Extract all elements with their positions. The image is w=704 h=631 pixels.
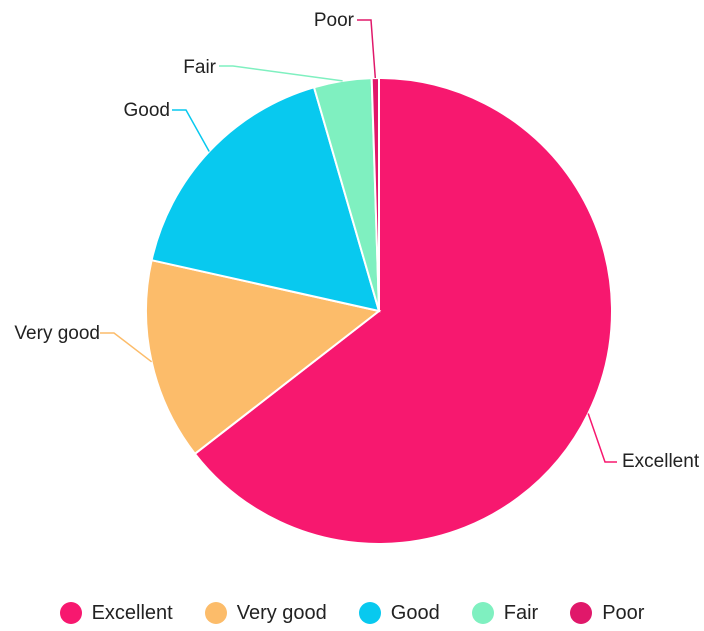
slice-label-poor: Poor xyxy=(314,10,355,31)
leader-lines xyxy=(100,19,617,463)
slice-labels: Excellent Very good Good Fair Poor xyxy=(14,10,699,472)
leader-line-excellent xyxy=(587,413,617,463)
slice-label-fair: Fair xyxy=(183,57,216,78)
legend-item-very-good: Very good xyxy=(204,601,327,625)
pie-slice-excellent xyxy=(193,76,613,545)
legend-label: Poor xyxy=(602,601,645,624)
legend-swatch xyxy=(204,602,227,624)
pie-slices xyxy=(145,76,613,545)
leader-line-fair xyxy=(219,65,343,82)
pie-slice-very-good xyxy=(145,258,382,456)
pie-slice-poor xyxy=(370,76,380,312)
leader-line-very-good xyxy=(100,332,153,363)
legend-swatch xyxy=(59,602,82,624)
slice-label-excellent: Excellent xyxy=(622,451,700,472)
chart-legend: Excellent Very good Good Fair Poor xyxy=(0,596,704,630)
legend-label: Good xyxy=(390,601,440,624)
legend-item-excellent: Excellent xyxy=(59,601,173,625)
legend-swatch xyxy=(471,602,494,624)
slice-label-very-good: Very good xyxy=(14,323,100,344)
legend-swatch xyxy=(358,602,381,624)
leader-line-poor xyxy=(357,19,377,79)
legend-item-poor: Poor xyxy=(570,602,644,625)
legend-item-good: Good xyxy=(358,601,440,625)
slice-label-good: Good xyxy=(124,100,170,121)
leader-line-good xyxy=(172,109,210,152)
legend-label: Fair xyxy=(503,601,539,624)
legend-item-fair: Fair xyxy=(471,601,539,625)
legend-label: Very good xyxy=(236,601,327,624)
legend-label: Excellent xyxy=(91,601,173,624)
legend-swatch xyxy=(570,602,593,624)
